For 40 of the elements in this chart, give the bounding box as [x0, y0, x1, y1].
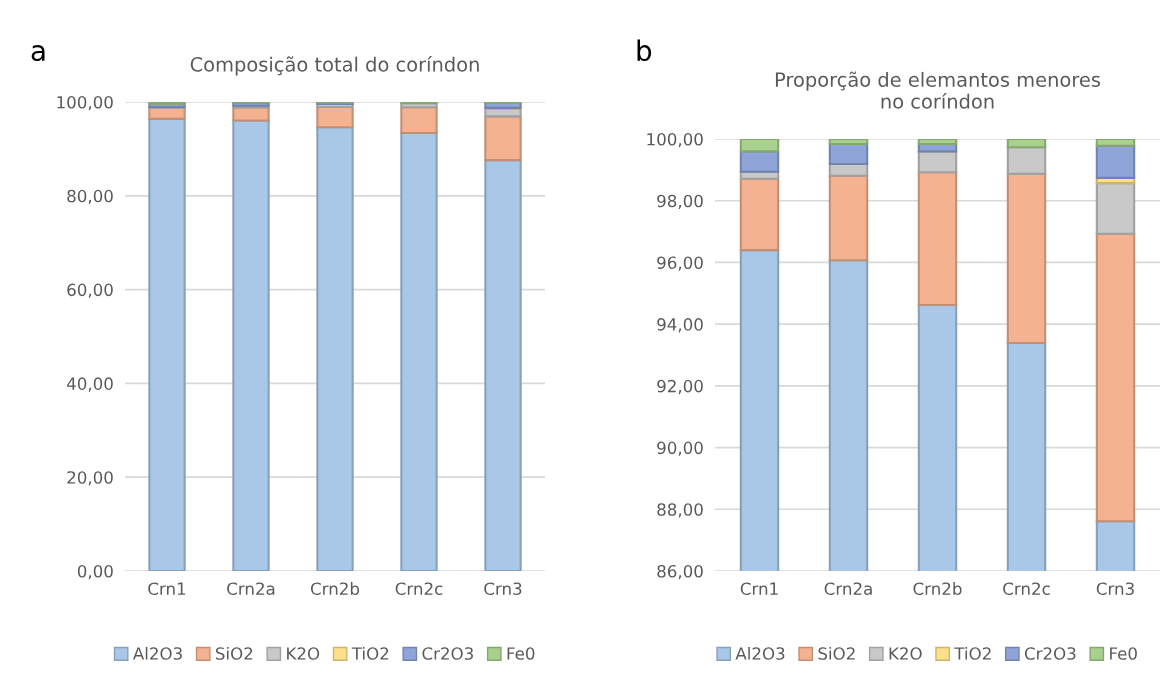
- text: b: [637, 39, 652, 62]
- legend-label: Cr2O3: [1024, 647, 1076, 660]
- legend-label: SiO2: [818, 646, 855, 660]
- x-tick-label: Crn3: [484, 582, 522, 596]
- y-tick-label: 60,00: [67, 283, 113, 298]
- chart-title: Composição total do coríndon: [190, 55, 479, 76]
- y-tick-label: 100,00: [57, 95, 113, 111]
- y-tick-label: 86,00: [657, 564, 703, 580]
- legend-label: K2O: [889, 647, 922, 660]
- x-tick-label: Crn1: [740, 582, 778, 596]
- legend-label: SiO2: [215, 646, 253, 660]
- y-tick-label: 98,00: [657, 194, 703, 209]
- y-tick-label: 40,00: [66, 377, 113, 392]
- legend-label: K2O: [287, 647, 320, 660]
- y-tick-label: 20,00: [67, 471, 113, 486]
- x-tick-label: Crn2c: [1003, 582, 1050, 596]
- chart-title: Proporção de elemantos menores no coríndon: [775, 71, 1101, 109]
- legend-label: Cr2O3: [422, 647, 473, 660]
- y-tick-label: 0,00: [77, 564, 113, 580]
- x-tick-label: Crn1: [148, 582, 186, 596]
- legend-label: Fe0: [1110, 647, 1137, 660]
- x-tick-label: Crn2b: [310, 582, 360, 596]
- y-tick-label: 90,00: [657, 441, 703, 456]
- x-tick-label: Crn2b: [913, 582, 962, 596]
- legend-label: TiO2: [954, 646, 991, 660]
- x-tick-label: Crn3: [1096, 582, 1134, 596]
- y-tick-label: 100,00: [647, 132, 703, 148]
- x-tick-label: Crn2a: [824, 582, 872, 596]
- y-tick-label: 96,00: [657, 256, 703, 271]
- text: a: [31, 45, 45, 62]
- y-tick-label: 80,00: [67, 189, 113, 205]
- legend-label: Fe0: [507, 647, 535, 660]
- legend-label: Al2O3: [132, 646, 182, 660]
- y-tick-label: 94,00: [657, 318, 703, 333]
- y-tick-label: 88,00: [657, 503, 703, 518]
- legend-label: Al2O3: [735, 646, 785, 660]
- x-tick-label: Crn2c: [395, 582, 443, 596]
- y-tick-label: 92,00: [657, 379, 703, 395]
- legend-label: TiO2: [351, 646, 389, 660]
- x-tick-label: Crn2a: [227, 582, 275, 596]
